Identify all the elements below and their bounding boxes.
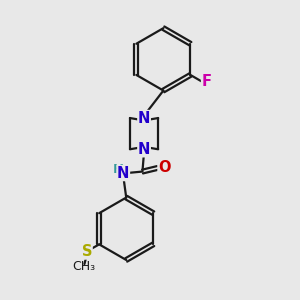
Text: H: H <box>112 163 124 176</box>
Text: CH₃: CH₃ <box>72 260 95 274</box>
Text: N: N <box>117 166 129 181</box>
Text: O: O <box>158 160 170 175</box>
Text: N: N <box>138 142 150 157</box>
Text: S: S <box>82 244 92 259</box>
Text: F: F <box>202 74 212 89</box>
Text: N: N <box>138 110 150 125</box>
